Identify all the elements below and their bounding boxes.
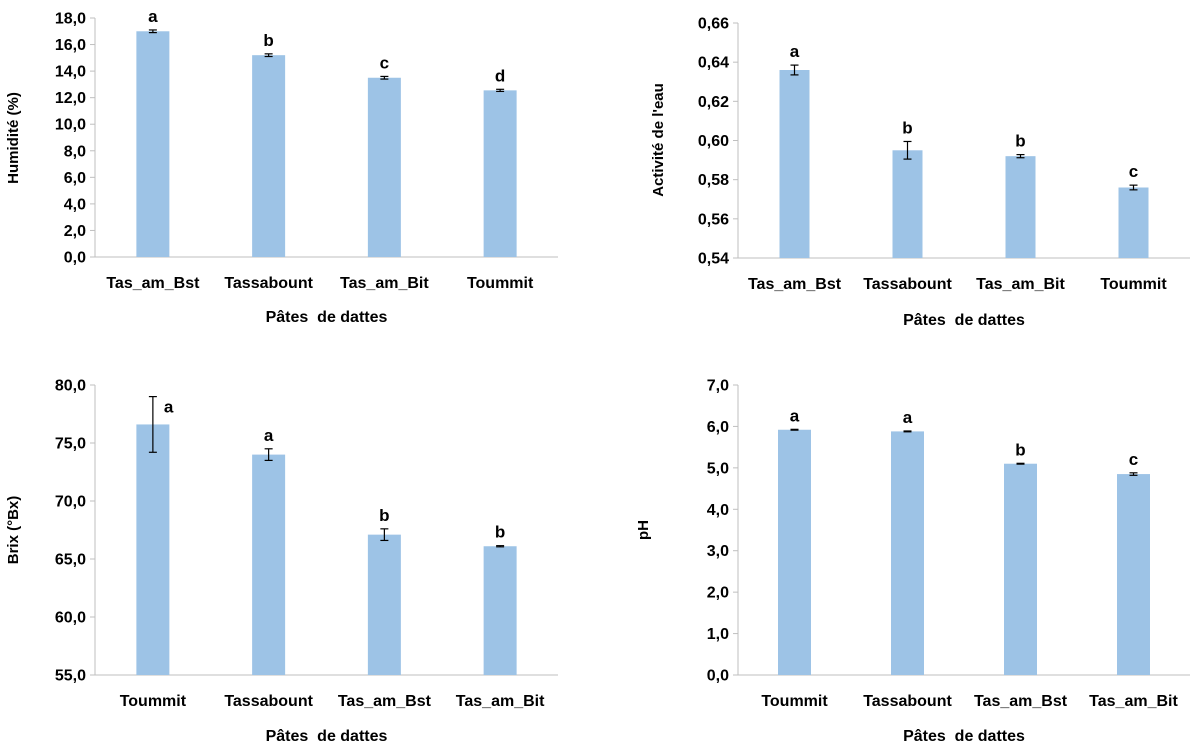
chart-1: 0,0 2,0 4,0 6,0 8,0 10,0 12,0 14,0 16,0 18,0 a Tas_…	[5, 7, 558, 326]
y-tick-label: 4,0	[707, 502, 729, 519]
bar	[779, 70, 810, 258]
bar	[136, 424, 170, 675]
bar	[367, 77, 401, 257]
category-label: Tassabount	[224, 693, 313, 710]
significance-letter: a	[264, 426, 274, 445]
y-axis-title: Activité de l'eau	[650, 83, 667, 197]
significance-letter: a	[790, 42, 800, 61]
y-tick-label: 4,0	[64, 196, 86, 213]
category-label: Toummit	[761, 693, 828, 710]
category-label: Tas_am_Bst	[106, 275, 200, 292]
bar	[1118, 187, 1149, 258]
y-tick-label: 0,60	[698, 133, 729, 150]
bar	[778, 429, 811, 675]
y-axis-title: Brix (°Bx)	[5, 496, 22, 565]
bar	[483, 90, 517, 257]
y-tick-label: 0,58	[698, 172, 729, 189]
x-axis-title: Pâtes de dattes	[266, 728, 388, 745]
y-tick-label: 12,0	[55, 90, 86, 107]
chart-4: 0,0 1,0 2,0 3,0 4,0 5,0 6,0 7,0 a Toummit a Tassabo…	[635, 378, 1190, 745]
y-tick-label: 0,62	[698, 94, 729, 111]
category-label: Tassabount	[863, 276, 952, 293]
significance-letter: c	[1129, 162, 1138, 181]
category-label: Tassabount	[224, 275, 313, 292]
y-axis-title: Humidité (%)	[5, 92, 22, 184]
category-label: Tassabount	[863, 693, 952, 710]
significance-letter: b	[1015, 440, 1025, 459]
y-tick-label: 0,56	[698, 211, 729, 228]
significance-letter: a	[790, 406, 800, 425]
y-tick-label: 75,0	[55, 436, 86, 453]
category-label: Toummit	[1100, 276, 1167, 293]
significance-letter: a	[903, 408, 913, 427]
category-label: Tas_am_Bit	[1089, 693, 1178, 710]
bar	[1005, 156, 1036, 258]
x-axis-title: Pâtes de dattes	[266, 309, 388, 326]
chart-2: 0,54 0,56 0,58 0,60 0,62 0,64 0,66 a Tas_am_Bst b…	[650, 16, 1190, 329]
significance-letter: b	[263, 31, 273, 50]
x-axis-title: Pâtes de dattes	[903, 728, 1025, 745]
bar	[1004, 463, 1037, 675]
y-tick-label: 0,64	[698, 55, 729, 72]
y-axis-title: pH	[635, 520, 652, 540]
y-tick-label: 80,0	[55, 378, 86, 395]
significance-letter: b	[902, 118, 912, 137]
bar	[252, 454, 286, 675]
significance-letter: b	[1015, 132, 1025, 151]
y-tick-label: 10,0	[55, 117, 86, 134]
y-tick-label: 3,0	[707, 543, 729, 560]
y-tick-label: 0,0	[64, 250, 86, 267]
significance-letter: b	[495, 523, 505, 542]
y-tick-label: 2,0	[64, 223, 86, 240]
bar	[1117, 474, 1150, 675]
y-tick-label: 8,0	[64, 143, 86, 160]
y-tick-label: 6,0	[64, 170, 86, 187]
bar	[136, 31, 170, 258]
category-label: Tas_am_Bit	[456, 693, 545, 710]
y-tick-label: 60,0	[55, 610, 86, 627]
y-tick-label: 0,66	[698, 16, 729, 33]
significance-letter: c	[1129, 450, 1138, 469]
bar	[367, 534, 401, 675]
bar	[483, 546, 517, 675]
bar	[252, 55, 286, 257]
y-tick-label: 2,0	[707, 585, 729, 602]
category-label: Tas_am_Bit	[340, 275, 429, 292]
chart-3: 55,0 60,0 65,0 70,0 75,0 80,0 a Toummit a Tassabo…	[5, 378, 558, 745]
y-tick-label: 5,0	[707, 460, 729, 477]
y-tick-label: 0,0	[707, 668, 729, 685]
significance-letter: a	[164, 398, 174, 417]
significance-letter: c	[380, 53, 389, 72]
category-label: Toummit	[467, 275, 534, 292]
significance-letter: b	[379, 506, 389, 525]
y-tick-label: 18,0	[55, 11, 86, 28]
y-tick-label: 6,0	[707, 419, 729, 436]
significance-letter: a	[148, 7, 158, 26]
y-tick-label: 0,54	[698, 251, 729, 268]
category-label: Toummit	[120, 693, 187, 710]
y-tick-label: 16,0	[55, 37, 86, 54]
y-tick-label: 7,0	[707, 378, 729, 395]
bar	[892, 150, 923, 258]
category-label: Tas_am_Bst	[338, 693, 432, 710]
y-tick-label: 14,0	[55, 64, 86, 81]
y-tick-label: 65,0	[55, 552, 86, 569]
category-label: Tas_am_Bst	[748, 276, 842, 293]
significance-letter: d	[495, 66, 505, 85]
category-label: Tas_am_Bit	[976, 276, 1065, 293]
y-tick-label: 70,0	[55, 494, 86, 511]
y-tick-label: 1,0	[707, 626, 729, 643]
x-axis-title: Pâtes de dattes	[903, 312, 1025, 329]
category-label: Tas_am_Bst	[974, 693, 1068, 710]
bar	[891, 431, 924, 675]
y-tick-label: 55,0	[55, 668, 86, 685]
